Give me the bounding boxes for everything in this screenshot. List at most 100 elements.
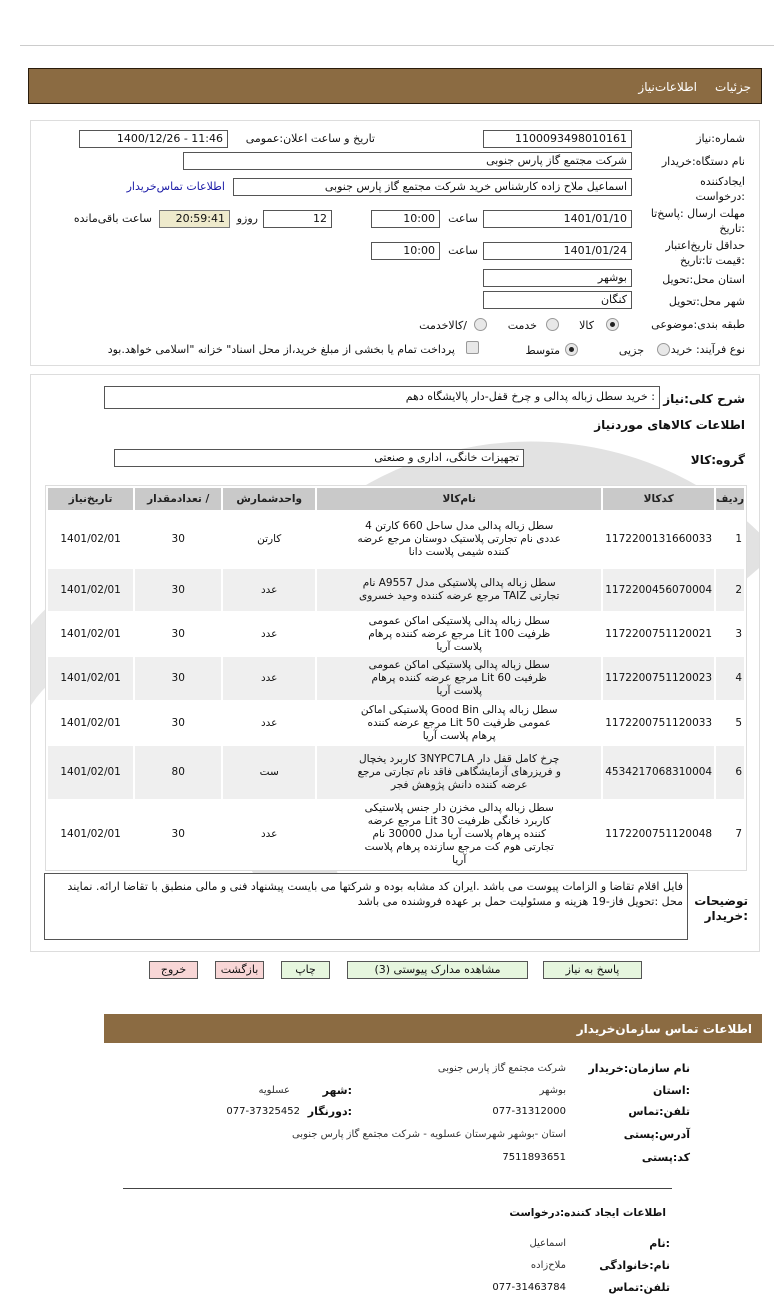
phone-value: 077-31312000: [492, 1106, 566, 1117]
cell-row-number: 1: [735, 533, 742, 545]
column-header-goods-code: کدکالا: [603, 488, 715, 510]
deadline-label-2: :تاریخ: [719, 222, 745, 235]
announce-field: 1400/12/26 - 11:46: [79, 130, 228, 148]
treasury-text: پرداخت تمام یا بخشی از مبلغ خرید،از محل …: [107, 343, 455, 356]
cell-goods-name: سطل زباله پدالی پلاستیکی مدل A9557 نام ت…: [317, 569, 602, 611]
cell-row-number: 4: [716, 657, 744, 700]
group-label: گروه:کالا: [690, 453, 745, 467]
column-header-goods-name: نام‌کالا: [317, 488, 602, 510]
cell-quantity: 30: [135, 569, 222, 611]
category-radio-service[interactable]: [546, 318, 559, 331]
need-number-field: 1100093498010161: [483, 130, 632, 148]
name-label: :نام: [649, 1237, 670, 1250]
treasury-checkbox[interactable]: [466, 341, 479, 354]
table-row: 7 1172200751120048 سطل زباله پدالی مخزن دا…: [48, 801, 744, 868]
validity-time-label: ساعت: [448, 244, 478, 257]
postal-label: کد:پستی: [641, 1151, 690, 1164]
postal-value: 7511893651: [502, 1152, 566, 1163]
cell-goods-code: 1172200131660033: [605, 533, 713, 545]
goods-table: ردیف کدکالا نام‌کالا واحدشمارش / تعدادمقدار ت…: [45, 485, 747, 871]
process-option-minor: جزیی: [618, 344, 644, 357]
table-row: 3 1172200751120021 سطل زباله پدالی پلاستیک…: [48, 613, 744, 655]
days-field: 12: [263, 210, 332, 228]
back-button[interactable]: بازگشت: [215, 961, 264, 979]
deadline-time-field: 10:00: [371, 210, 440, 228]
cell-need-date: 1401/02/01: [48, 746, 134, 799]
province-label: استان محل:تحویل: [662, 273, 745, 286]
column-header-need-date: تاریخ‌نیاز: [48, 488, 134, 510]
address-label: آدرس:پستی: [623, 1128, 690, 1141]
notes-box: فایل اقلام تقاضا و الزامات پیوست می باشد…: [44, 873, 688, 940]
reply-button[interactable]: پاسخ به نیاز: [543, 961, 642, 979]
tab-need-info[interactable]: اطلاعات‌نیاز: [638, 80, 697, 94]
remaining-label: ساعت باقی‌مانده: [73, 212, 152, 225]
org-value: شرکت مجتمع گاز پارس جنوبی: [437, 1063, 566, 1074]
cell-quantity: 30: [135, 657, 222, 700]
cell-goods-name: سطل زباله پدالی پلاستیکی اماکن عمومی ظرف…: [317, 657, 602, 700]
creator-phone-value: 077-31463784: [492, 1282, 566, 1293]
cell-goods-name: سطل زباله پدالی مدل ساحل 660 کارتن 4 عدد…: [357, 520, 561, 558]
cell-row-number: 6: [716, 746, 744, 799]
cell-row-number: 5: [735, 716, 742, 729]
province-contact-label: :استان: [653, 1084, 690, 1097]
cell-need-date: 1401/02/01: [60, 828, 121, 840]
address-value: استان -بوشهر شهرستان عسلویه - شرکت مجتمع…: [291, 1129, 566, 1140]
fax-value: 077-37325452: [226, 1106, 300, 1117]
creator-label-2: :درخواست: [695, 190, 745, 203]
table-row: 1 1172200131660033 سطل زباله پدالی مدل ساح…: [48, 512, 744, 567]
notes-label: توضیحات: [694, 894, 748, 908]
contact-title: اطلاعات تماس سازمان‌خریدار: [576, 1022, 752, 1036]
buyer-contact-link[interactable]: اطلاعات تماس‌خریدار: [126, 180, 225, 193]
category-label: طبقه بندی:موضوعی: [651, 318, 745, 331]
validity-label-2: :قیمت تا:تاریخ: [680, 254, 745, 267]
table-row: 4 1172200751120023 سطل زباله پدالی پلاستیک…: [48, 657, 744, 700]
cell-unit: عدد: [223, 569, 316, 611]
category-radio-goods[interactable]: [606, 318, 619, 331]
process-option-medium: متوسط: [525, 344, 560, 357]
contact-divider: [123, 1188, 672, 1189]
validity-time-field: 10:00: [371, 242, 440, 260]
category-option-goods: کالا: [579, 319, 594, 332]
city-contact-label: :شهر: [322, 1084, 352, 1097]
exit-button[interactable]: خروج: [149, 961, 198, 979]
announce-label: تاریخ و ساعت اعلان:عمومی: [245, 132, 375, 145]
category-option-service: خدمت: [507, 319, 537, 332]
view-attachments-button[interactable]: مشاهده مدارک پیوستی (3): [347, 961, 528, 979]
cell-goods-name: سطل زباله پدالی Good Bin پلاستیکی اماکن …: [360, 703, 558, 742]
cell-goods-code: 1172200751120021: [605, 627, 713, 640]
cell-need-date: 1401/02/01: [60, 627, 121, 640]
process-label: نوع فرآیند: خرید: [670, 343, 745, 356]
print-button[interactable]: چاپ: [281, 961, 330, 979]
goods-info-title: اطلاعات کالاهای موردنیاز: [594, 418, 745, 432]
validity-date-field: 1401/01/24: [483, 242, 632, 260]
process-radio-minor[interactable]: [657, 343, 670, 356]
phone-label: تلفن:تماس: [628, 1105, 690, 1118]
remaining-time-field: 20:59:41: [159, 210, 230, 228]
validity-label: حداقل تاریخ‌اعتبار: [665, 239, 745, 252]
column-header-unit: واحدشمارش: [223, 488, 316, 510]
cell-row-number: 2: [716, 569, 744, 611]
fax-label: :دورنگار: [307, 1105, 352, 1118]
table-row: 5 1172200751120033 سطل زباله پدالی Good Bi…: [48, 702, 744, 744]
process-radio-medium[interactable]: [565, 343, 578, 356]
province-field: بوشهر: [483, 269, 632, 287]
buyer-org-label: نام دستگاه:خریدار: [661, 155, 745, 168]
cell-quantity: 30: [171, 828, 185, 840]
cell-goods-code: 1172200751120048: [605, 828, 713, 840]
family-label: نام:خانوادگی: [599, 1259, 670, 1272]
cell-goods-code: 1172200751120033: [605, 716, 713, 729]
name-value: اسماعیل: [529, 1238, 566, 1249]
category-radio-both[interactable]: [474, 318, 487, 331]
cell-quantity: 30: [171, 716, 185, 729]
creator-phone-label: تلفن:تماس: [608, 1281, 670, 1294]
contact-header: اطلاعات تماس سازمان‌خریدار: [104, 1014, 762, 1043]
column-header-quantity: / تعدادمقدار: [135, 488, 222, 510]
cell-goods-name: سطل زباله پدالی پلاستیکی اماکن عمومی ظرف…: [368, 614, 551, 653]
cell-goods-code: 1172200456070004: [603, 569, 715, 611]
creator-field: اسماعیل ملاح زاده کارشناس خرید شرکت مجتم…: [233, 178, 632, 196]
summary-field: : خرید سطل زباله پدالی و چرخ قفل-دار پال…: [104, 386, 660, 409]
cell-need-date: 1401/02/01: [48, 657, 134, 700]
tab-details[interactable]: جزئیات: [715, 80, 751, 94]
header-bar: جزئیات اطلاعات‌نیاز: [28, 68, 762, 104]
need-number-label: شماره:نیاز: [696, 132, 745, 145]
